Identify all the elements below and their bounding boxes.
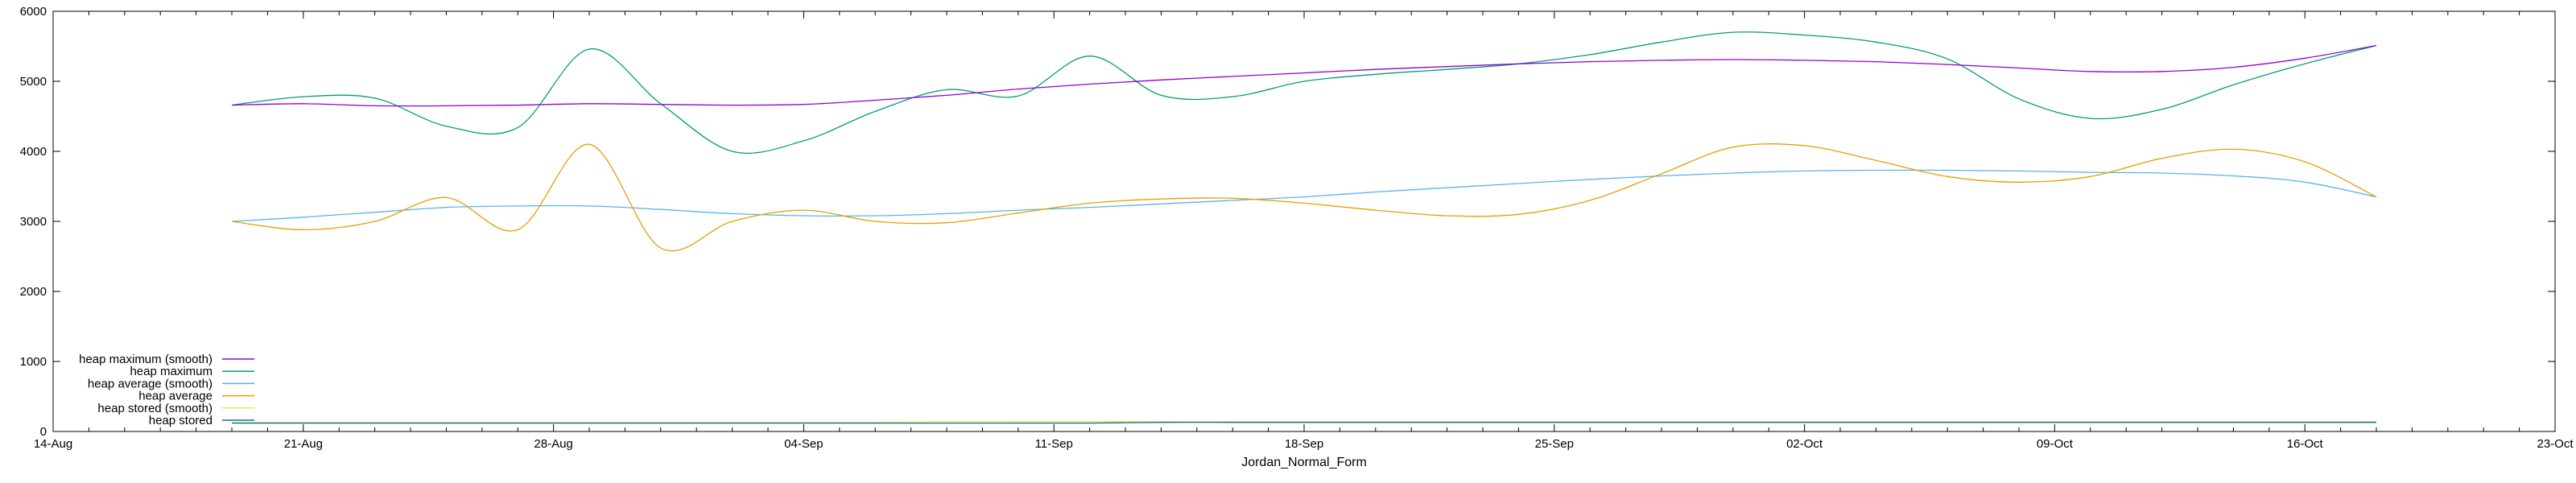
- x-tick-label: 02-Oct: [1786, 437, 1823, 451]
- series-layer: [231, 31, 2377, 424]
- y-tick-label: 5000: [20, 75, 47, 89]
- y-axis: 0 1000 2000 3000 4000 5000 6000: [20, 5, 2555, 439]
- y-tick-label: 4000: [20, 145, 47, 159]
- x-tick-label: 21-Aug: [284, 437, 323, 451]
- x-tick-label: 16-Oct: [2287, 437, 2324, 451]
- series-line-heap-maximum-smooth: [231, 44, 2377, 107]
- legend-label-heap-average: heap average: [138, 390, 213, 403]
- series-line-heap-average: [231, 143, 2377, 252]
- y-tick-label: 0: [40, 425, 47, 439]
- legend-label-heap-average-smooth: heap average (smooth): [88, 377, 213, 390]
- y-tick-label: 6000: [20, 5, 47, 19]
- series-line-heap-average-smooth: [231, 169, 2377, 222]
- x-tick-label: 18-Sep: [1285, 437, 1323, 451]
- legend-label-heap-maximum-smooth: heap maximum (smooth): [79, 353, 213, 366]
- legend-label-heap-stored-smooth: heap stored (smooth): [97, 402, 213, 415]
- series-line-heap-stored-smooth: [232, 421, 2376, 423]
- plot-frame: [52, 10, 2556, 432]
- legend-label-heap-maximum: heap maximum: [130, 365, 213, 378]
- x-tick-label: 14-Aug: [34, 437, 72, 451]
- x-axis-title: Jordan_Normal_Form: [1241, 456, 1367, 469]
- x-tick-label: 28-Aug: [534, 437, 572, 451]
- x-axis: 14-Aug 21-Aug 28-Aug 04-Sep 11-Sep 18-Sep 25-S…: [34, 11, 2574, 451]
- x-tick-label: 11-Sep: [1035, 437, 1073, 451]
- y-tick-label: 1000: [20, 355, 47, 369]
- y-tick-label: 2000: [20, 285, 47, 299]
- legend-label-heap-stored: heap stored: [149, 414, 213, 427]
- y-tick-label: 3000: [20, 215, 47, 229]
- x-tick-label: 25-Sep: [1535, 437, 1574, 451]
- series-line-heap-maximum: [231, 31, 2377, 155]
- x-tick-label: 09-Oct: [2037, 437, 2074, 451]
- x-tick-label: 04-Sep: [784, 437, 823, 451]
- x-tick-label: 23-Oct: [2537, 437, 2574, 451]
